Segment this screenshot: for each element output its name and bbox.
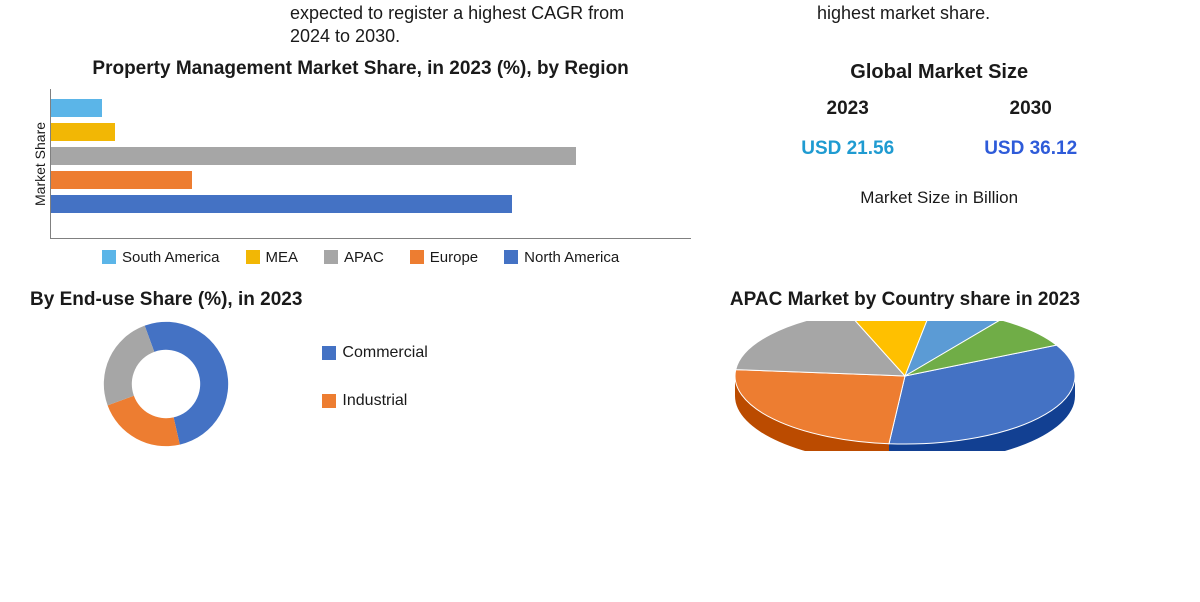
bar-apac [51, 147, 576, 165]
donut-slice [108, 396, 180, 446]
bar-chart-wrap: Market Share [30, 89, 691, 239]
market-size-columns: 2023 USD 21.56 2030 USD 36.12 [711, 98, 1167, 160]
legend-item: Europe [410, 249, 478, 266]
bar-chart-ylabel: Market Share [30, 89, 50, 239]
donut-legend: Commercial Industrial [322, 288, 427, 410]
pie-title: APAC Market by Country share in 2023 [620, 288, 1190, 312]
bar-north-america [51, 195, 512, 213]
legend-swatch [324, 250, 338, 264]
legend-swatch [246, 250, 260, 264]
legend-swatch [504, 250, 518, 264]
legend-label: South America [122, 249, 220, 266]
donut-slice [104, 326, 154, 406]
market-size-panel: Global Market Size 2023 USD 21.56 2030 USD … [711, 57, 1167, 266]
legend-label: Industrial [342, 392, 407, 410]
legend-swatch [410, 250, 424, 264]
legend-swatch [102, 250, 116, 264]
donut-title: By End-use Share (%), in 2023 [30, 288, 302, 312]
legend-label: North America [524, 249, 619, 266]
bar-europe [51, 171, 192, 189]
legend-label: MEA [266, 249, 299, 266]
market-size-title: Global Market Size [711, 61, 1167, 84]
market-size-value: USD 36.12 [984, 138, 1077, 160]
bar-chart-section: Property Management Market Share, in 202… [30, 57, 691, 266]
donut-left: By End-use Share (%), in 2023 [30, 288, 302, 455]
market-size-value: USD 21.56 [801, 138, 894, 160]
market-size-year: 2023 [801, 98, 894, 120]
market-size-col: 2023 USD 21.56 [801, 98, 894, 160]
legend-item: MEA [246, 249, 299, 266]
bar-chart-plot [50, 89, 691, 239]
donut-chart [51, 319, 281, 449]
legend-item: North America [504, 249, 619, 266]
bar-chart-title: Property Management Market Share, in 202… [30, 57, 691, 81]
bar-chart-legend: South America MEA APAC Europe North America [30, 249, 691, 266]
donut-legend-item: Commercial [322, 344, 427, 362]
pie-section: APAC Market by Country share in 2023 [620, 288, 1190, 457]
mid-row: Property Management Market Share, in 202… [30, 57, 1170, 266]
bar-south-america [51, 99, 102, 117]
bar-mea [51, 123, 115, 141]
donut-section: By End-use Share (%), in 2023 Commercial… [30, 288, 600, 455]
market-size-col: 2030 USD 36.12 [984, 98, 1077, 160]
top-right-text: highest market share. [697, 2, 1200, 49]
market-size-caption: Market Size in Billion [711, 188, 1167, 208]
market-size-year: 2030 [984, 98, 1077, 120]
bottom-row: By End-use Share (%), in 2023 Commercial… [30, 288, 1170, 457]
legend-item: South America [102, 249, 220, 266]
legend-swatch [322, 394, 336, 408]
legend-item: APAC [324, 249, 384, 266]
top-text-row: expected to register a highest CAGR from… [30, 2, 1170, 49]
legend-label: APAC [344, 249, 384, 266]
pie-slice [735, 370, 905, 444]
top-left-text: expected to register a highest CAGR from… [30, 2, 657, 49]
legend-swatch [322, 346, 336, 360]
donut-legend-item: Industrial [322, 392, 427, 410]
legend-label: Commercial [342, 344, 427, 362]
legend-label: Europe [430, 249, 478, 266]
pie-3d-chart [715, 321, 1095, 451]
